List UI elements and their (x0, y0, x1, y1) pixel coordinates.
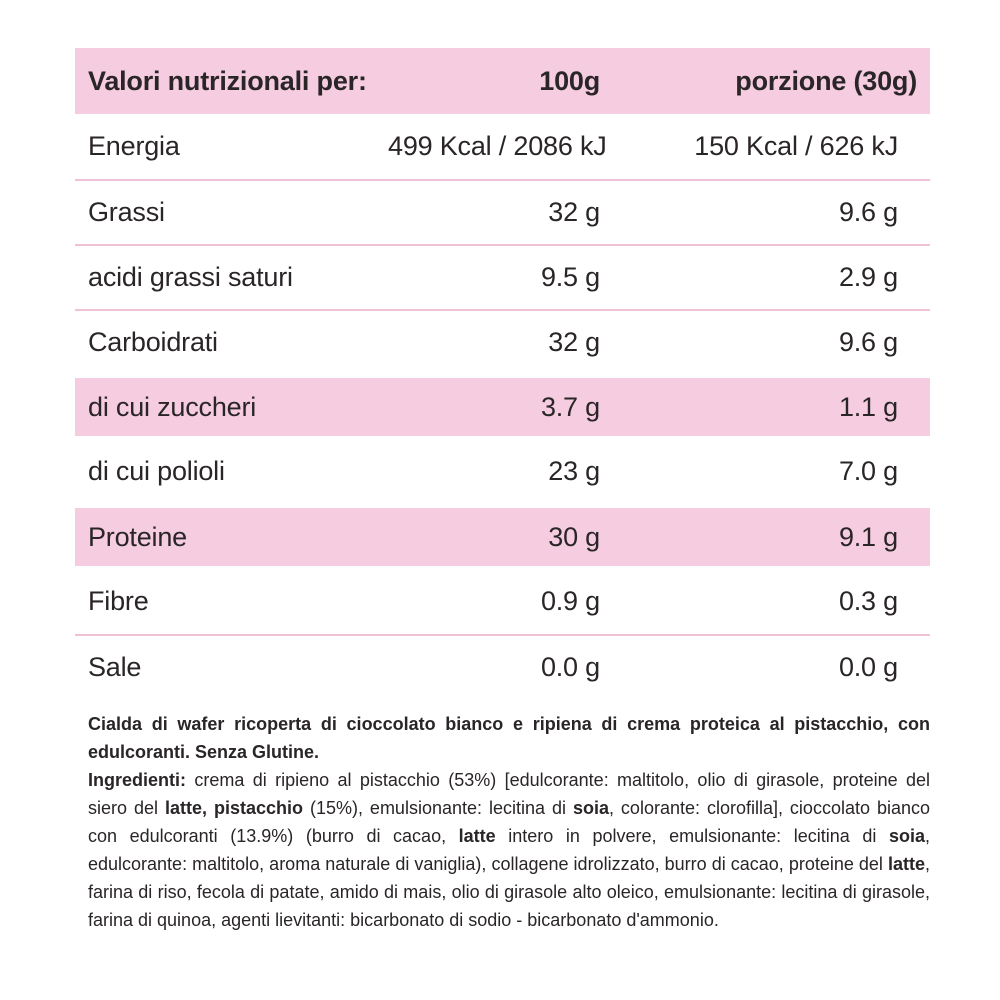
text-segment: (15%), emulsionante: lecitina di (302, 798, 573, 818)
table-row: Grassi 32 g 9.6 g (75, 179, 930, 244)
row-per-100g-value: 32 g (548, 327, 600, 357)
row-per-portion-value: 150 Kcal / 626 kJ (694, 131, 898, 161)
table-row: Energia 499 Kcal / 2086 kJ 150 Kcal / 62… (75, 114, 930, 179)
text-segment-bold: soia (572, 798, 609, 818)
table-row: di cui zuccheri 3.7 g 1.1 g (75, 378, 930, 436)
header-100g-label: 100g (539, 65, 600, 96)
row-nutrient-label: di cui zuccheri (88, 391, 257, 422)
row-per-100g-value: 32 g (548, 197, 600, 227)
text-segment: intero in polvere, emulsionante: lecitin… (495, 826, 889, 846)
row-per-100g-value: 0.0 g (540, 652, 600, 682)
nutrition-table: Valori nutrizionali per: 100g porzione (… (75, 48, 930, 699)
text-segment-bold: Cialda di wafer ricoperta di cioccolato … (88, 714, 930, 762)
table-row: Carboidrati 32 g 9.6 g (75, 309, 930, 374)
ingredients-text: Ingredienti: crema di ripieno al pistacc… (88, 766, 930, 934)
text-segment-bold: Ingredienti: (88, 770, 186, 790)
row-per-portion-value: 2.9 g (838, 262, 898, 292)
row-nutrient-label: di cui polioli (88, 456, 225, 486)
text-segment-bold: latte (887, 854, 925, 874)
table-row: di cui polioli 23 g 7.0 g (75, 439, 930, 504)
table-row: Sale 0.0 g 0.0 g (75, 634, 930, 699)
header-values-per-label: Valori nutrizionali per: (88, 65, 367, 96)
header-portion-label: porzione (30g) (735, 65, 917, 96)
row-per-100g-value: 499 Kcal / 2086 kJ (388, 131, 607, 161)
row-per-100g-value: 3.7 g (540, 391, 600, 422)
nutrition-rows: Energia 499 Kcal / 2086 kJ 150 Kcal / 62… (75, 114, 930, 699)
row-per-100g-value: 30 g (548, 521, 600, 552)
row-per-100g-value: 23 g (548, 456, 600, 486)
text-segment-bold: latte (458, 826, 496, 846)
row-nutrient-label: Proteine (88, 521, 187, 552)
row-per-portion-value: 9.6 g (838, 327, 898, 357)
product-description: Cialda di wafer ricoperta di cioccolato … (88, 710, 930, 766)
row-per-portion-value: 0.0 g (838, 652, 898, 682)
row-per-100g-value: 9.5 g (540, 262, 600, 292)
text-segment: , colorante: clorofilla], cioccolato bia… (88, 798, 930, 846)
row-per-portion-value: 1.1 g (838, 391, 898, 422)
row-nutrient-label: Carboidrati (88, 327, 218, 357)
row-per-portion-value: 0.3 g (838, 586, 898, 616)
row-nutrient-label: Fibre (88, 586, 149, 616)
table-row: acidi grassi saturi 9.5 g 2.9 g (75, 244, 930, 309)
text-segment: , edulcorante: maltitolo, aroma naturale… (88, 826, 930, 874)
table-row: Fibre 0.9 g 0.3 g (75, 569, 930, 634)
row-nutrient-label: Energia (88, 131, 180, 161)
table-row: Proteine 30 g 9.1 g (75, 508, 930, 566)
row-nutrient-label: Grassi (88, 197, 165, 227)
row-per-portion-value: 7.0 g (838, 456, 898, 486)
text-segment: crema di ripieno al pistacchio (53%) [ed… (88, 770, 930, 818)
row-per-portion-value: 9.6 g (838, 197, 898, 227)
label-footnotes: Cialda di wafer ricoperta di cioccolato … (75, 710, 930, 934)
nutrition-label: Valori nutrizionali per: 100g porzione (… (75, 48, 930, 934)
row-per-100g-value: 0.9 g (540, 586, 600, 616)
row-per-portion-value: 9.1 g (838, 521, 898, 552)
text-segment-bold: soia (888, 826, 925, 846)
text-segment: , farina di riso, fecola di patate, amid… (88, 854, 930, 930)
row-nutrient-label: Sale (88, 652, 142, 682)
text-segment-bold: latte, pistacchio (164, 798, 303, 818)
row-nutrient-label: acidi grassi saturi (88, 262, 293, 292)
table-header-row: Valori nutrizionali per: 100g porzione (… (75, 48, 930, 114)
